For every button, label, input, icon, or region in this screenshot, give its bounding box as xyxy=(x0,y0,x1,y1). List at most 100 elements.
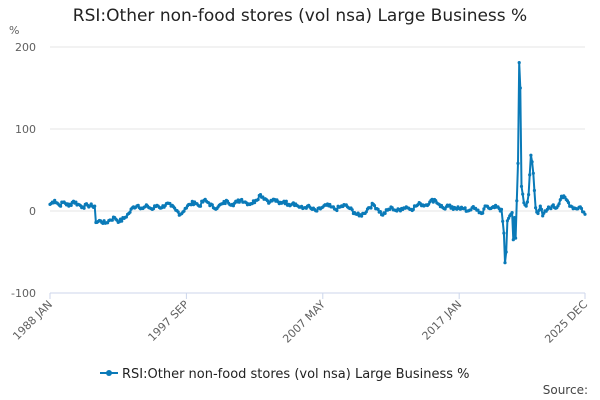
data-point xyxy=(525,200,530,204)
data-point xyxy=(431,200,435,204)
data-point xyxy=(69,203,73,207)
data-point xyxy=(398,209,402,213)
data-point xyxy=(250,202,254,206)
data-point xyxy=(378,210,382,214)
data-point xyxy=(102,219,106,223)
data-point xyxy=(210,203,214,207)
data-point xyxy=(74,200,78,204)
data-point xyxy=(223,201,227,206)
data-point xyxy=(476,208,480,212)
data-point xyxy=(383,211,387,215)
data-point xyxy=(124,215,128,219)
data-point xyxy=(448,203,452,207)
data-point xyxy=(356,211,360,215)
y-axis-label: % xyxy=(9,24,19,37)
data-point xyxy=(583,212,587,216)
data-point xyxy=(566,201,571,205)
x-tick-label: 2025 DEC xyxy=(542,298,590,346)
data-point xyxy=(463,206,467,210)
data-point xyxy=(283,202,287,206)
data-point xyxy=(388,207,392,211)
data-point xyxy=(328,202,332,207)
data-point xyxy=(530,160,534,164)
data-point xyxy=(258,193,263,197)
data-point xyxy=(499,207,504,211)
data-point xyxy=(207,201,211,205)
data-point xyxy=(128,210,132,214)
data-point xyxy=(514,236,518,240)
data-point xyxy=(549,207,553,211)
data-point xyxy=(541,214,545,218)
data-point xyxy=(534,206,538,210)
data-point xyxy=(536,211,540,216)
data-point xyxy=(315,209,319,213)
data-point xyxy=(335,208,339,213)
data-point xyxy=(231,204,235,208)
data-point xyxy=(198,204,203,208)
data-point xyxy=(545,207,550,211)
data-point xyxy=(515,199,519,203)
data-point xyxy=(519,184,524,188)
data-point xyxy=(256,197,260,202)
data-point xyxy=(531,171,535,175)
series-markers xyxy=(48,61,587,265)
x-tick-label: 1988 JAN xyxy=(10,298,55,343)
data-point xyxy=(93,204,97,208)
data-point xyxy=(372,204,377,208)
data-point xyxy=(364,210,368,214)
legend-marker-symbol xyxy=(106,370,112,376)
data-point xyxy=(481,211,485,215)
data-point xyxy=(538,204,542,208)
data-point xyxy=(120,219,124,223)
y-tick-label: -100 xyxy=(11,287,36,300)
data-point xyxy=(558,198,562,202)
data-point xyxy=(265,199,270,203)
data-point xyxy=(505,219,509,223)
data-point xyxy=(512,216,517,220)
y-tick-label: 100 xyxy=(15,123,36,136)
y-tick-label: 200 xyxy=(15,41,36,54)
data-point xyxy=(524,204,528,208)
data-point xyxy=(136,203,140,207)
data-point xyxy=(528,173,532,177)
x-axis-ticks: 1988 JAN 1997 SEP 2007 MAY 2017 JAN 2025 DEC xyxy=(10,293,590,346)
source-label: Source: xyxy=(543,383,588,397)
data-point xyxy=(176,210,180,214)
data-point xyxy=(551,203,555,207)
data-point xyxy=(59,204,63,208)
legend[interactable]: RSI:Other non-food stores (vol nsa) Larg… xyxy=(100,367,469,382)
data-point xyxy=(518,86,522,90)
data-point xyxy=(411,207,415,212)
data-point xyxy=(82,206,86,210)
data-point xyxy=(537,208,541,212)
data-point xyxy=(284,199,288,203)
data-point xyxy=(579,206,584,211)
data-point xyxy=(168,201,172,206)
data-point xyxy=(182,209,186,213)
y-axis-ticks: -100 0 100 200 xyxy=(11,41,36,300)
data-point xyxy=(521,192,525,196)
data-point xyxy=(511,238,515,242)
data-point xyxy=(151,207,156,211)
x-tick-label: 2007 MAY xyxy=(280,298,328,346)
data-point xyxy=(376,207,380,211)
data-point xyxy=(503,261,507,265)
data-point xyxy=(282,199,286,203)
data-point xyxy=(507,216,511,220)
data-point xyxy=(369,206,373,210)
data-point xyxy=(482,207,486,211)
data-point xyxy=(517,61,521,65)
data-point xyxy=(240,197,244,202)
data-point xyxy=(504,250,508,254)
data-point xyxy=(110,218,114,222)
data-point xyxy=(189,203,193,207)
data-point xyxy=(501,219,505,223)
legend-item-label: RSI:Other non-food stores (vol nsa) Larg… xyxy=(122,367,469,382)
data-point xyxy=(557,202,561,206)
chart-title: RSI:Other non-food stores (vol nsa) Larg… xyxy=(72,6,528,26)
y-tick-label: 0 xyxy=(29,205,36,218)
data-point xyxy=(539,207,544,211)
data-point xyxy=(527,193,531,197)
data-point xyxy=(516,161,520,165)
